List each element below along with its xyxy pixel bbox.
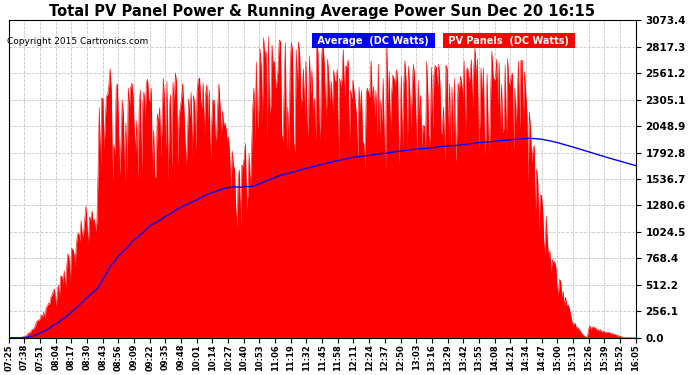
- Text: PV Panels  (DC Watts): PV Panels (DC Watts): [445, 36, 572, 46]
- Title: Total PV Panel Power & Running Average Power Sun Dec 20 16:15: Total PV Panel Power & Running Average P…: [49, 4, 595, 19]
- Text: Average  (DC Watts): Average (DC Watts): [314, 36, 432, 46]
- Text: Copyright 2015 Cartronics.com: Copyright 2015 Cartronics.com: [7, 38, 148, 46]
